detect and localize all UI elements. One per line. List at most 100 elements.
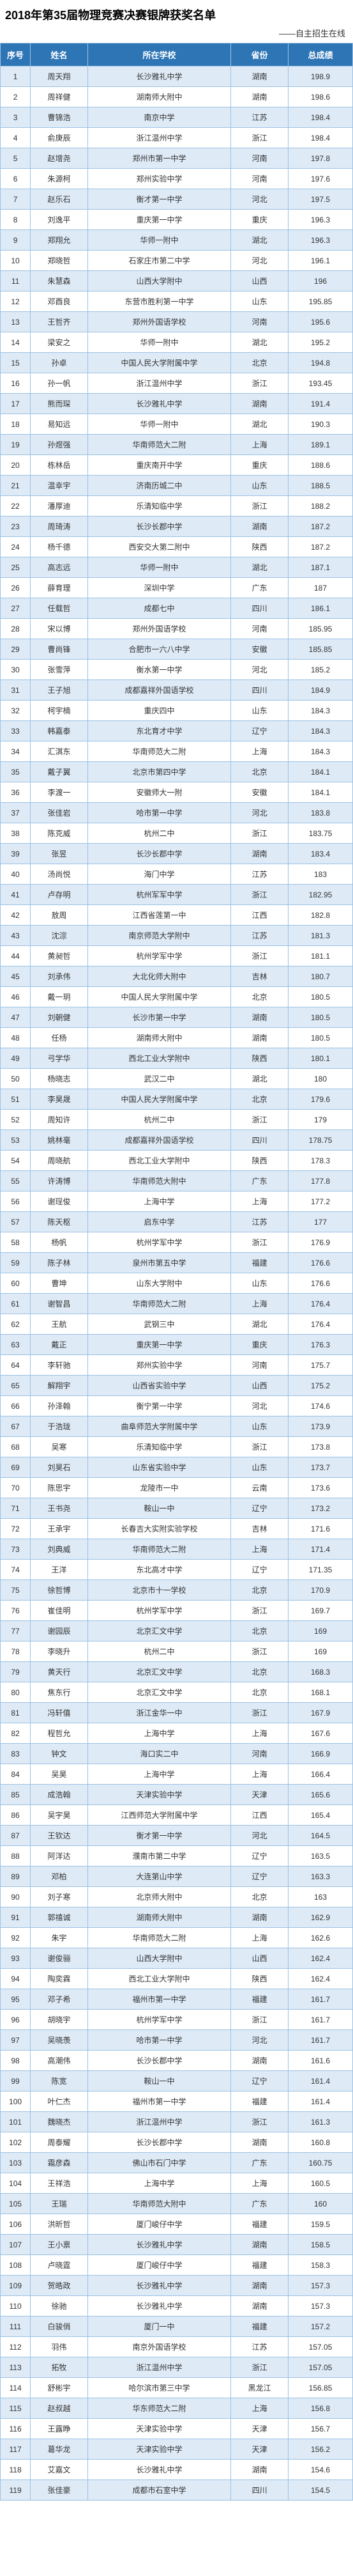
table-cell: 32 xyxy=(1,701,31,721)
table-cell: 82 xyxy=(1,1723,31,1744)
table-cell: 长春吉大实附实验学校 xyxy=(87,1519,230,1539)
table-cell: 104 xyxy=(1,2173,31,2194)
table-cell: 河北 xyxy=(231,2030,289,2051)
table-row: 74王洋东北高才中学辽宁171.35 xyxy=(1,1560,353,1580)
table-cell: 天津实验中学 xyxy=(87,1785,230,1805)
table-row: 83钟文海口实二中河南166.9 xyxy=(1,1744,353,1764)
table-cell: 华师一附中 xyxy=(87,332,230,353)
table-cell: 161.4 xyxy=(288,2071,352,2091)
table-cell: 161.6 xyxy=(288,2051,352,2071)
table-cell: 116 xyxy=(1,2419,31,2439)
table-cell: 浙江 xyxy=(231,885,289,905)
table-cell: 山西 xyxy=(231,1948,289,1969)
table-cell: 羽伟 xyxy=(31,2337,88,2357)
table-cell: 李渡一 xyxy=(31,782,88,803)
table-cell: 湖南 xyxy=(231,2051,289,2071)
table-cell: 白骏俏 xyxy=(31,2316,88,2337)
table-cell: 哈尔滨市第三中学 xyxy=(87,2378,230,2398)
table-cell: 哈市第一中学 xyxy=(87,803,230,823)
table-cell: 浙江 xyxy=(231,1703,289,1723)
table-cell: 114 xyxy=(1,2378,31,2398)
table-row: 114舒彬宇哈尔滨市第三中学黑龙江156.85 xyxy=(1,2378,353,2398)
table-cell: 186.1 xyxy=(288,598,352,619)
table-cell: 1 xyxy=(1,66,31,87)
table-row: 98高潮伟长沙长郡中学湖南161.6 xyxy=(1,2051,353,2071)
table-row: 14梁安之华师一附中湖北195.2 xyxy=(1,332,353,353)
table-cell: 安徽 xyxy=(231,782,289,803)
table-cell: 90 xyxy=(1,1887,31,1907)
table-cell: 鞍山一中 xyxy=(87,1498,230,1519)
table-cell: 西北工业大学附中 xyxy=(87,1969,230,1989)
table-cell: 山东 xyxy=(231,701,289,721)
table-cell: 江西省莲第一中 xyxy=(87,905,230,926)
table-cell: 华东师范大二附 xyxy=(87,2398,230,2419)
table-cell: 陈思宇 xyxy=(31,1478,88,1498)
table-cell: 183.75 xyxy=(288,823,352,844)
table-cell: 湖南师大附中 xyxy=(87,87,230,107)
table-cell: 22 xyxy=(1,496,31,516)
table-cell: 上海 xyxy=(231,1764,289,1785)
table-cell: 王洋 xyxy=(31,1560,88,1580)
table-cell: 辽宁 xyxy=(231,1560,289,1580)
table-cell: 浙江 xyxy=(231,1601,289,1621)
table-cell: 48 xyxy=(1,1028,31,1048)
table-cell: 17 xyxy=(1,394,31,414)
table-cell: 55 xyxy=(1,1171,31,1191)
table-cell: 71 xyxy=(1,1498,31,1519)
table-cell: 北京 xyxy=(231,1662,289,1682)
table-cell: 河北 xyxy=(231,803,289,823)
table-cell: 河北 xyxy=(231,251,289,271)
table-row: 68吴寒乐清知临中学浙江173.8 xyxy=(1,1437,353,1457)
table-cell: 徐驰 xyxy=(31,2296,88,2316)
table-cell: 北京师大附中 xyxy=(87,1887,230,1907)
table-cell: 卢晓霆 xyxy=(31,2255,88,2276)
table-cell: 任载哲 xyxy=(31,598,88,619)
table-cell: 161.3 xyxy=(288,2112,352,2132)
table-cell: 长沙雅礼中学 xyxy=(87,2296,230,2316)
table-cell: 北京汇文中学 xyxy=(87,1621,230,1641)
table-cell: 东北育才中学 xyxy=(87,721,230,741)
table-cell: 王承宇 xyxy=(31,1519,88,1539)
table-cell: 183.4 xyxy=(288,844,352,864)
table-cell: 58 xyxy=(1,1232,31,1253)
table-cell: 湖南 xyxy=(231,2235,289,2255)
table-cell: 北京 xyxy=(231,1089,289,1110)
table-cell: 26 xyxy=(1,578,31,598)
table-cell: 81 xyxy=(1,1703,31,1723)
table-cell: 161.7 xyxy=(288,2030,352,2051)
table-cell: 168.1 xyxy=(288,1682,352,1703)
table-row: 2周祥健湖南师大附中湖南198.6 xyxy=(1,87,353,107)
table-cell: 84 xyxy=(1,1764,31,1785)
table-cell: 15 xyxy=(1,353,31,373)
table-cell: 184.3 xyxy=(288,721,352,741)
table-cell: 南京中学 xyxy=(87,107,230,128)
table-row: 5赵增尧郑州市第一中学河南197.8 xyxy=(1,148,353,169)
table-cell: 长沙长郡中学 xyxy=(87,844,230,864)
table-row: 1周天翔长沙雅礼中学湖南198.9 xyxy=(1,66,353,87)
table-cell: 191.4 xyxy=(288,394,352,414)
table-cell: 161.4 xyxy=(288,2091,352,2112)
table-cell: 北京 xyxy=(231,987,289,1007)
table-cell: 山东 xyxy=(231,1273,289,1294)
table-cell: 14 xyxy=(1,332,31,353)
table-row: 37张佳岩哈市第一中学河北183.8 xyxy=(1,803,353,823)
table-cell: 刘典威 xyxy=(31,1539,88,1560)
table-cell: 182.95 xyxy=(288,885,352,905)
table-row: 53姚林毫成都嘉祥外国语学校四川178.75 xyxy=(1,1130,353,1151)
table-cell: 24 xyxy=(1,537,31,557)
table-cell: 159.5 xyxy=(288,2214,352,2235)
table-cell: 189.1 xyxy=(288,435,352,455)
table-cell: 成都七中 xyxy=(87,598,230,619)
table-cell: 江苏 xyxy=(231,926,289,946)
table-cell: 湖南 xyxy=(231,2276,289,2296)
table-cell: 长沙雅礼中学 xyxy=(87,66,230,87)
table-row: 112羽伟南京外国语学校江苏157.05 xyxy=(1,2337,353,2357)
table-cell: 196.3 xyxy=(288,210,352,230)
table-cell: 张昱 xyxy=(31,844,88,864)
table-cell: 天津 xyxy=(231,2419,289,2439)
table-row: 63戴正重庆第一中学重庆176.3 xyxy=(1,1335,353,1355)
table-cell: 叶仁杰 xyxy=(31,2091,88,2112)
table-cell: 53 xyxy=(1,1130,31,1151)
table-row: 44黄昶哲杭州学军中学浙江181.1 xyxy=(1,946,353,966)
table-row: 49弓学华西北工业大学附中陕西180.1 xyxy=(1,1048,353,1069)
